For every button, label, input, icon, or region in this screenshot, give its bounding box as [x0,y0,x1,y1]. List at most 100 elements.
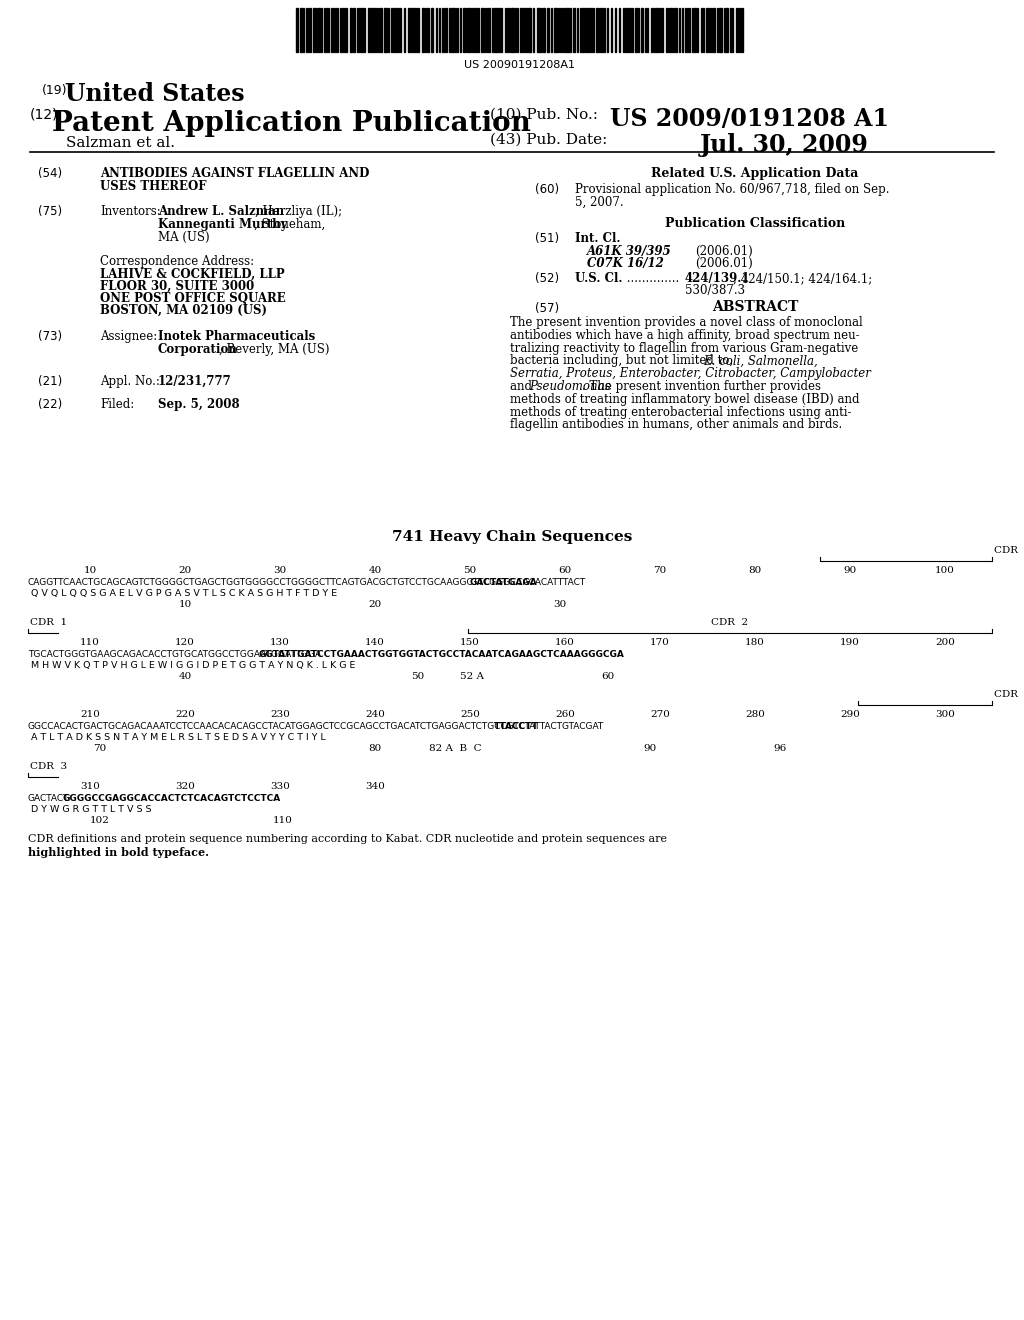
Bar [494,8,497,51]
Text: US 20090191208A1: US 20090191208A1 [465,59,575,70]
Text: GACTACT: GACTACT [28,795,70,803]
Text: GGGGCCGAGGCACCACTCTCACAGTCTCCTCA: GGGGCCGAGGCACCACTCTCACAGTCTCCTCA [62,795,281,803]
Bar [300,8,302,51]
Text: 290: 290 [840,710,860,719]
Bar [694,8,696,51]
Text: United States: United States [65,82,245,106]
Bar [368,8,370,51]
Bar [726,8,728,51]
Bar [520,8,522,51]
Bar [413,8,415,51]
Text: (2006.01): (2006.01) [695,246,753,257]
Text: (60): (60) [535,183,559,195]
Bar [481,8,483,51]
Text: 82 A  B  C: 82 A B C [429,744,481,752]
Bar [353,8,355,51]
Text: US 2009/0191208 A1: US 2009/0191208 A1 [610,107,889,131]
Text: (52): (52) [535,272,559,285]
Text: CDR  1: CDR 1 [994,546,1024,554]
Text: Patent Application Publication: Patent Application Publication [52,110,530,137]
Text: Sep. 5, 2008: Sep. 5, 2008 [158,399,240,411]
Text: (21): (21) [38,375,62,388]
Bar [488,8,490,51]
Bar [655,8,657,51]
Text: 240: 240 [366,710,385,719]
Bar [427,8,429,51]
Text: 530/387.3: 530/387.3 [685,284,745,297]
Text: A T L T A D K S S N T A Y M E L R S L T S E D S A V Y Y C T I Y L: A T L T A D K S S N T A Y M E L R S L T … [31,733,326,742]
Text: A61K 39/395: A61K 39/395 [587,246,672,257]
Text: antibodies which have a high affinity, broad spectrum neu-: antibodies which have a high affinity, b… [510,329,859,342]
Text: GACTATGAGA: GACTATGAGA [469,578,537,587]
Text: 190: 190 [840,638,860,647]
Bar [431,8,433,51]
Text: (10) Pub. No.:: (10) Pub. No.: [490,108,603,121]
Text: (73): (73) [38,330,62,343]
Text: U.S. Cl.: U.S. Cl. [575,272,623,285]
Bar [543,8,545,51]
Text: FLOOR 30, SUITE 3000: FLOOR 30, SUITE 3000 [100,280,254,293]
Bar [475,8,477,51]
Text: TTACCTT: TTACCTT [494,722,539,731]
Bar [547,8,549,51]
Text: E. coli, Salmonella,: E. coli, Salmonella, [702,354,817,367]
Bar [295,8,745,51]
Text: . The present invention further provides: . The present invention further provides [583,380,821,393]
Text: 30: 30 [553,601,566,609]
Text: 102: 102 [90,816,110,825]
Bar [361,8,362,51]
Text: (2006.01): (2006.01) [695,257,753,271]
Bar [554,8,557,51]
Text: GGTATTGATCCTGAAACTGGTGGTACTGCCTACAATCAGAAGCTCAAAGGGCGA: GGTATTGATCCTGAAACTGGTGGTACTGCCTACAATCAGA… [258,649,625,659]
Text: ONE POST OFFICE SQUARE: ONE POST OFFICE SQUARE [100,292,286,305]
Text: (12): (12) [30,108,58,121]
Text: USES THEREOF: USES THEREOF [100,180,207,193]
Text: 270: 270 [650,710,670,719]
Text: 20: 20 [369,601,382,609]
Text: (54): (54) [38,168,62,180]
Text: 12/231,777: 12/231,777 [158,375,231,388]
Text: (51): (51) [535,232,559,246]
Text: (19): (19) [42,84,68,96]
Text: 741 Heavy Chain Sequences: 741 Heavy Chain Sequences [392,531,632,544]
Text: Jul. 30, 2009: Jul. 30, 2009 [700,133,869,157]
Text: 40: 40 [178,672,191,681]
Text: Provisional application No. 60/967,718, filed on Sep.: Provisional application No. 60/967,718, … [575,183,890,195]
Text: Serratia, Proteus, Enterobacter, Citrobacter, Campylobacter: Serratia, Proteus, Enterobacter, Citroba… [510,367,870,380]
Bar [537,8,540,51]
Text: 280: 280 [745,710,765,719]
Bar [422,8,424,51]
Text: Kanneganti Murthy: Kanneganti Murthy [158,218,288,231]
Bar [449,8,451,51]
Bar [582,8,584,51]
Text: (57): (57) [535,302,559,315]
Text: methods of treating enterobacterial infections using anti-: methods of treating enterobacterial infe… [510,405,852,418]
Bar [706,8,708,51]
Text: and: and [510,380,536,393]
Text: 210: 210 [80,710,100,719]
Text: Related U.S. Application Data: Related U.S. Application Data [651,168,859,180]
Text: 50: 50 [412,672,425,681]
Text: ANTIBODIES AGAINST FLAGELLIN AND: ANTIBODIES AGAINST FLAGELLIN AND [100,168,370,180]
Text: (43) Pub. Date:: (43) Pub. Date: [490,133,607,147]
Text: 260: 260 [555,710,574,719]
Text: GGCCACACTGACTGCAGACAAATCCTCCAACACACAGCCTACATGGAGCTCCGCAGCCTGACATCTGAGGACTCTGCCGT: GGCCACACTGACTGCAGACAAATCCTCCAACACACAGCCT… [28,722,604,731]
Bar [395,8,397,51]
Bar [313,8,315,51]
Bar [350,8,352,51]
Text: 130: 130 [270,638,290,647]
Text: CDR definitions and protein sequence numbering according to Kabat. CDR nucleotid: CDR definitions and protein sequence num… [28,834,667,843]
Text: 70: 70 [93,744,106,752]
Text: 90: 90 [844,566,857,576]
Text: , Beverly, MA (US): , Beverly, MA (US) [219,343,330,356]
Text: 60: 60 [558,566,571,576]
Text: 320: 320 [175,781,195,791]
Bar [596,8,598,51]
Text: 180: 180 [745,638,765,647]
Text: 52 A: 52 A [460,672,484,681]
Text: 110: 110 [273,816,293,825]
Bar [566,8,569,51]
Text: CAGGTTCAACTGCAGCAGTCTGGGGCTGAGCTGGTGGGGCCTGGGGCTTCAGTGACGCTGTCCTGCAAGGCTTCGGGCCA: CAGGTTCAACTGCAGCAGTCTGGGGCTGAGCTGGTGGGGC… [28,578,587,587]
Text: 424/139.1: 424/139.1 [685,272,751,285]
Text: BOSTON, MA 02109 (US): BOSTON, MA 02109 (US) [100,304,267,317]
